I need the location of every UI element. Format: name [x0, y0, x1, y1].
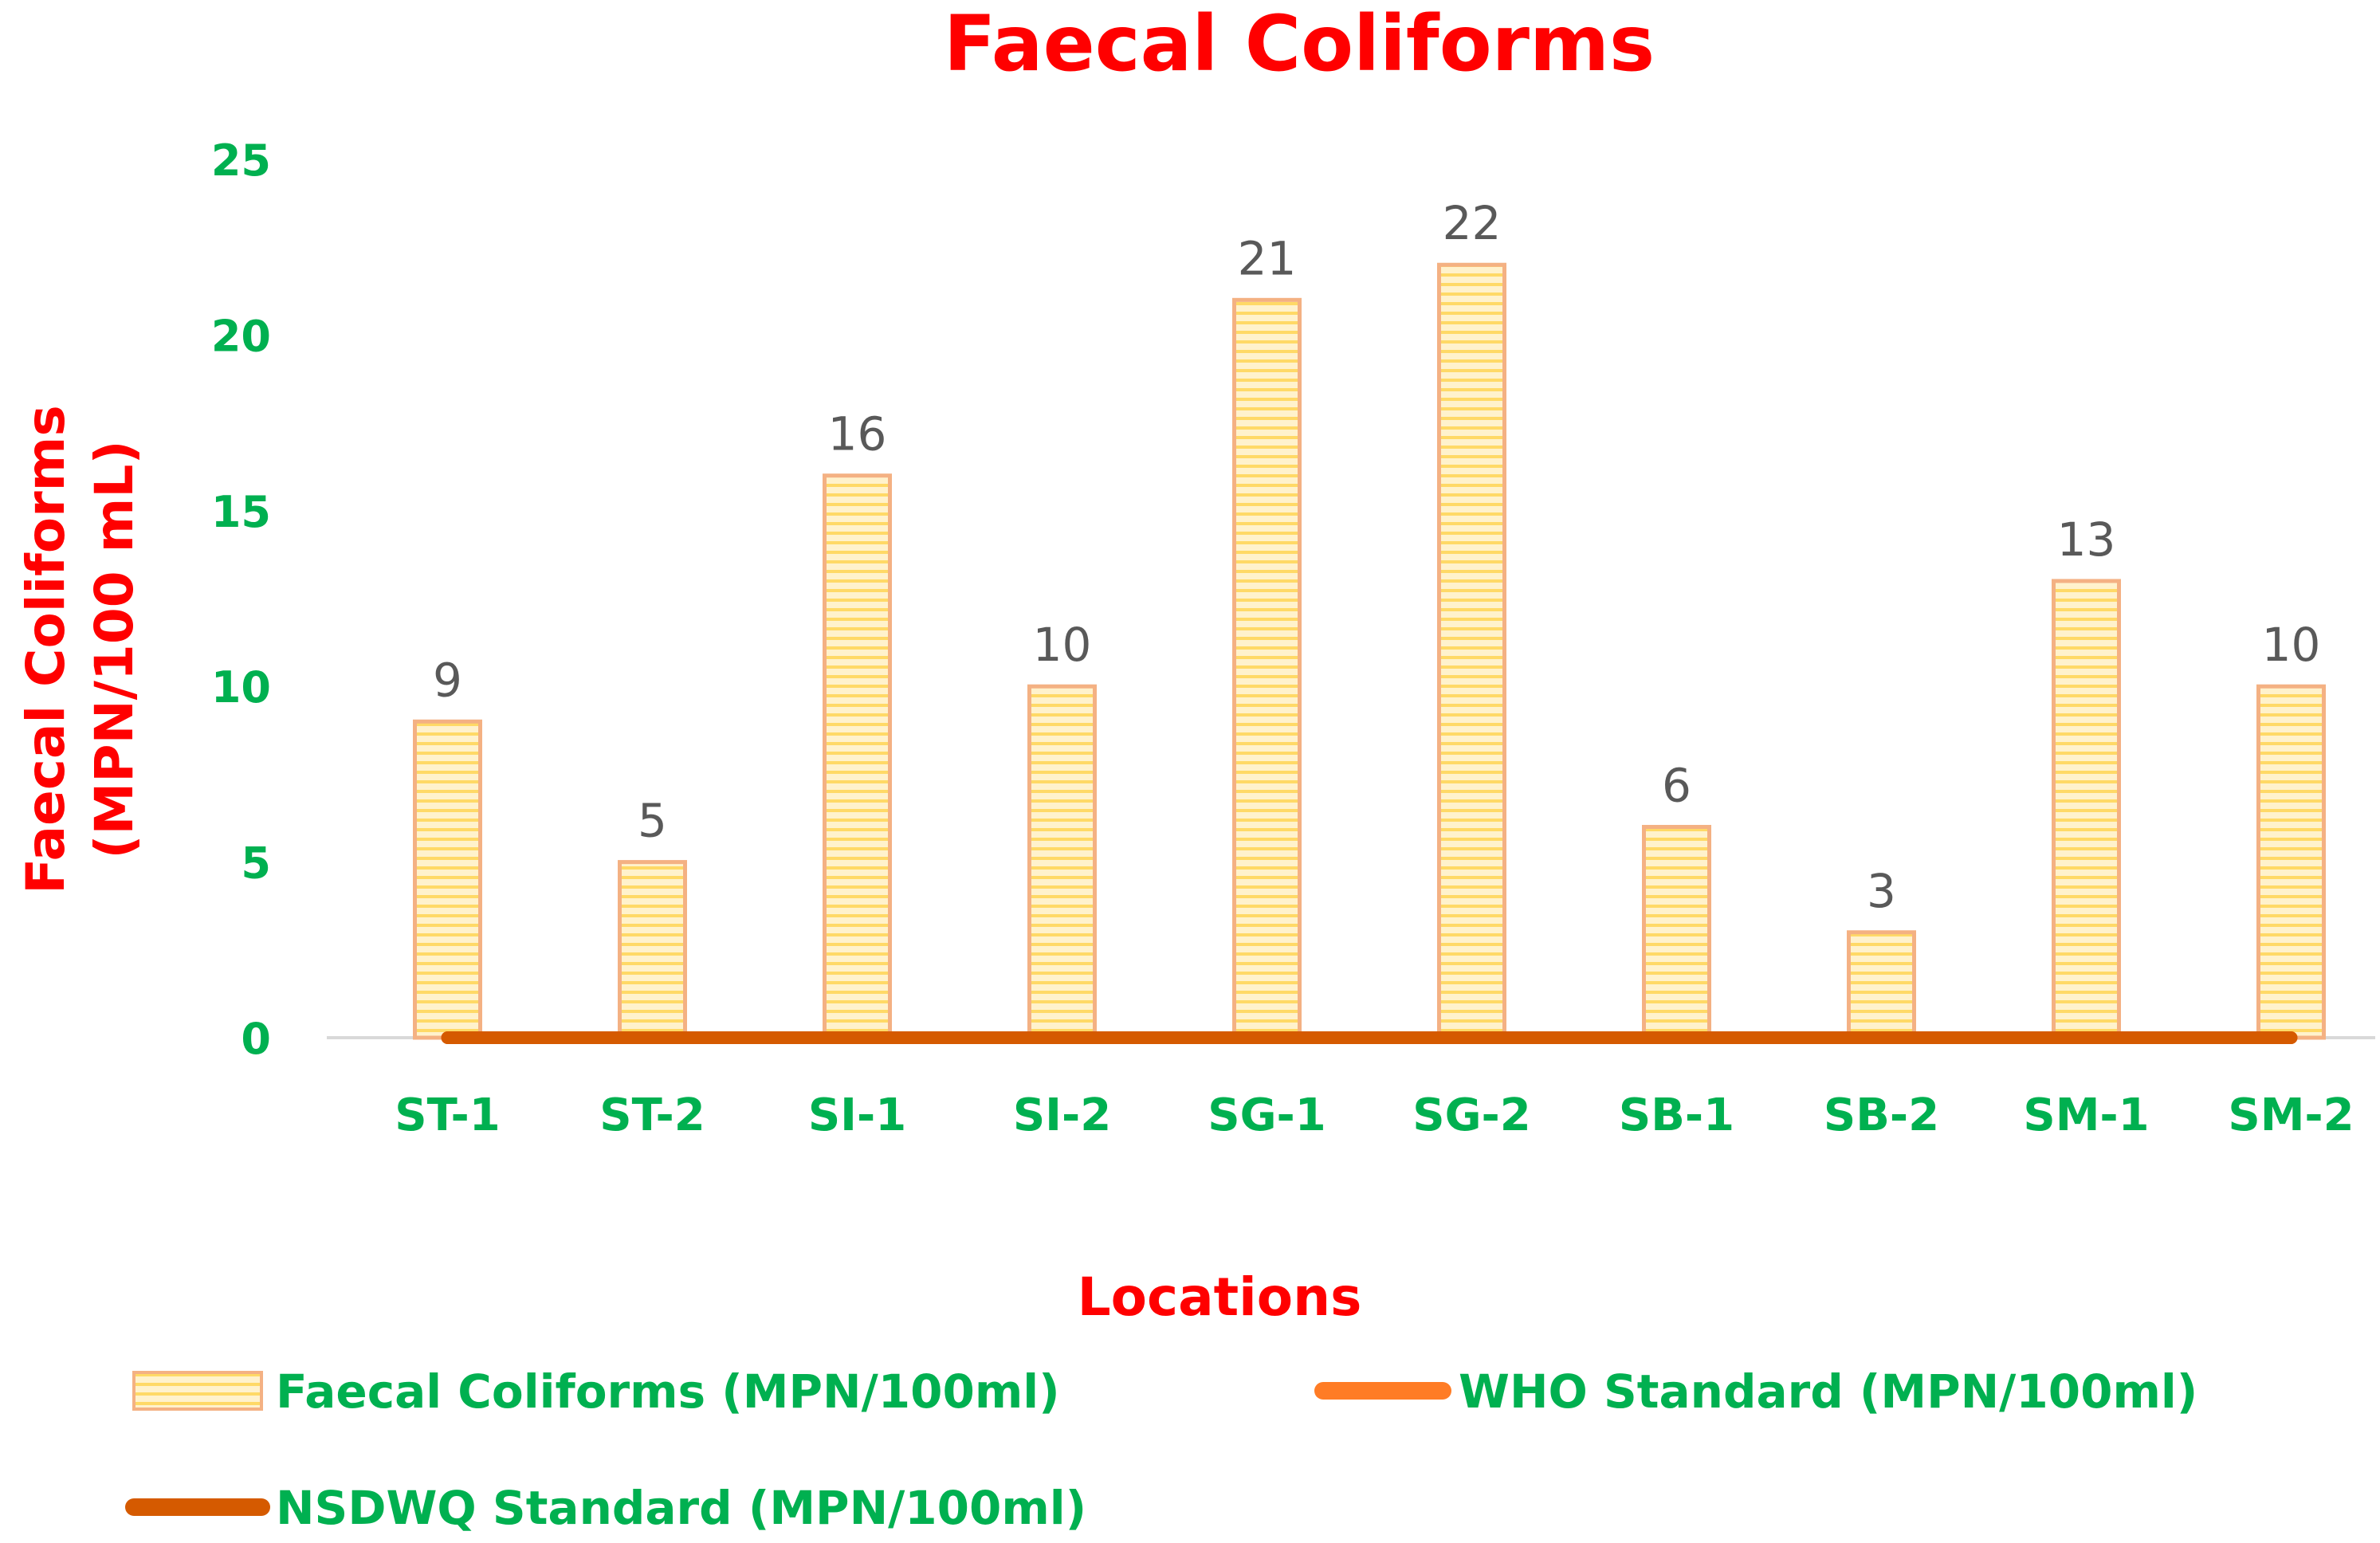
x-tick-label: SG-1 — [1208, 1090, 1326, 1141]
y-axis-ticks: 0 5 10 15 20 25 — [211, 135, 271, 1064]
bar — [1027, 684, 1097, 1040]
x-tick-label: SG-2 — [1412, 1090, 1531, 1141]
x-axis-ticks: ST-1 ST-2 SI-1 SI-2 SG-1 SG-2 SB-1 SB-2 SM-1 SM-2 — [395, 1090, 2354, 1141]
bar-data-label: 9 — [433, 653, 462, 707]
bar-data-label: 22 — [1443, 196, 1502, 250]
bar — [2256, 684, 2326, 1040]
y-tick-label: 20 — [211, 311, 271, 361]
bar — [1847, 930, 1916, 1040]
y-tick-label: 5 — [241, 838, 271, 889]
chart-title: Faecal Coliforms — [944, 0, 1655, 88]
y-tick-label: 25 — [211, 135, 271, 186]
x-tick-label: SB-2 — [1824, 1090, 1939, 1141]
bar-data-label: 13 — [2057, 512, 2116, 567]
x-axis-title: Locations — [1078, 1266, 1362, 1328]
x-tick-label: ST-2 — [599, 1090, 705, 1141]
bar — [413, 719, 482, 1040]
bars — [413, 262, 2326, 1040]
bar-data-label: 6 — [1662, 759, 1691, 813]
legend-label-who-standard: WHO Standard (MPN/100ml) — [1459, 1364, 2197, 1419]
legend-label-faecal-coliforms: Faecal Coliforms (MPN/100ml) — [276, 1364, 1060, 1419]
y-tick-label: 15 — [211, 487, 271, 537]
bar-data-label: 5 — [638, 794, 667, 848]
y-axis-title-line-1: Faecal Coliforms — [15, 405, 77, 893]
x-tick-label: SM-1 — [2023, 1090, 2149, 1141]
bar-data-label: 21 — [1238, 231, 1297, 285]
x-tick-label: SI-1 — [808, 1090, 906, 1141]
x-tick-label: SB-1 — [1619, 1090, 1734, 1141]
y-tick-label: 10 — [211, 662, 271, 713]
y-axis-title: Faecal Coliforms (MPN/100 mL) — [15, 405, 145, 893]
bar-data-label: 10 — [1033, 618, 1092, 672]
bar — [618, 860, 687, 1040]
data-labels: 9 5 16 10 21 22 6 3 13 10 — [433, 196, 2320, 918]
bar — [2052, 579, 2121, 1040]
bar-data-label: 16 — [828, 407, 887, 461]
bar — [1437, 262, 1506, 1040]
bar — [1642, 825, 1711, 1040]
bar — [823, 473, 892, 1040]
bar-data-label: 3 — [1867, 864, 1896, 918]
legend-label-nsdwq-standard: NSDWQ Standard (MPN/100ml) — [276, 1481, 1086, 1535]
legend: Faecal Coliforms (MPN/100ml) WHO Standar… — [125, 1364, 2197, 1535]
y-axis-title-line-2: (MPN/100 mL) — [84, 440, 145, 858]
x-tick-label: SI-2 — [1013, 1090, 1111, 1141]
x-tick-label: ST-1 — [395, 1090, 501, 1141]
bar-data-label: 10 — [2262, 618, 2321, 672]
legend-swatch-faecal-coliforms — [132, 1371, 263, 1411]
bar — [1232, 297, 1302, 1040]
x-tick-label: SM-2 — [2228, 1090, 2354, 1141]
y-tick-label: 0 — [241, 1014, 271, 1064]
